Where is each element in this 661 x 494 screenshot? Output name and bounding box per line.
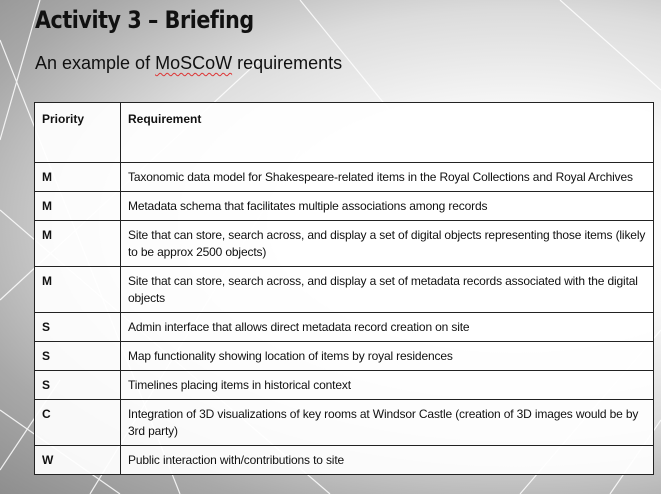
requirement-cell: Site that can store, search across, and …	[120, 220, 654, 267]
table-row: W Public interaction with/contributions …	[34, 445, 654, 475]
header-requirement: Requirement	[120, 102, 654, 163]
requirement-cell: Taxonomic data model for Shakespeare-rel…	[120, 162, 654, 192]
table-row: C Integration of 3D visualizations of ke…	[34, 399, 654, 446]
table-row: S Timelines placing items in historical …	[34, 370, 654, 400]
requirement-cell: Timelines placing items in historical co…	[120, 370, 654, 400]
requirement-cell: Map functionality showing location of it…	[120, 341, 654, 371]
priority-cell: S	[34, 370, 121, 400]
table-row: M Site that can store, search across, an…	[34, 266, 654, 313]
slide-subtitle: An example of MoSCoW requirements	[35, 53, 342, 74]
requirement-cell: Admin interface that allows direct metad…	[120, 312, 654, 342]
priority-cell: M	[34, 266, 121, 313]
priority-cell: C	[34, 399, 121, 446]
priority-cell: S	[34, 312, 121, 342]
table-header-row: Priority Requirement	[34, 102, 654, 163]
priority-cell: M	[34, 220, 121, 267]
subtitle-term: MoSCoW	[155, 53, 233, 73]
table-row: S Map functionality showing location of …	[34, 341, 654, 371]
header-priority: Priority	[34, 102, 121, 163]
table-row: M Taxonomic data model for Shakespeare-r…	[34, 162, 654, 192]
subtitle-prefix: An example of	[35, 53, 156, 73]
priority-cell: S	[34, 341, 121, 371]
requirement-cell: Integration of 3D visualizations of key …	[120, 399, 654, 446]
priority-cell: W	[34, 445, 121, 475]
slide-title: Activity 3 – Briefing	[35, 6, 254, 34]
table-row: M Metadata schema that facilitates multi…	[34, 191, 654, 221]
requirement-cell: Public interaction with/contributions to…	[120, 445, 654, 475]
subtitle-suffix: requirements	[232, 53, 343, 73]
requirement-cell: Metadata schema that facilitates multipl…	[120, 191, 654, 221]
requirement-cell: Site that can store, search across, and …	[120, 266, 654, 313]
priority-cell: M	[34, 162, 121, 192]
priority-cell: M	[34, 191, 121, 221]
table-row: S Admin interface that allows direct met…	[34, 312, 654, 342]
table-row: M Site that can store, search across, an…	[34, 220, 654, 267]
requirements-table: Priority Requirement M Taxonomic data mo…	[34, 102, 654, 475]
